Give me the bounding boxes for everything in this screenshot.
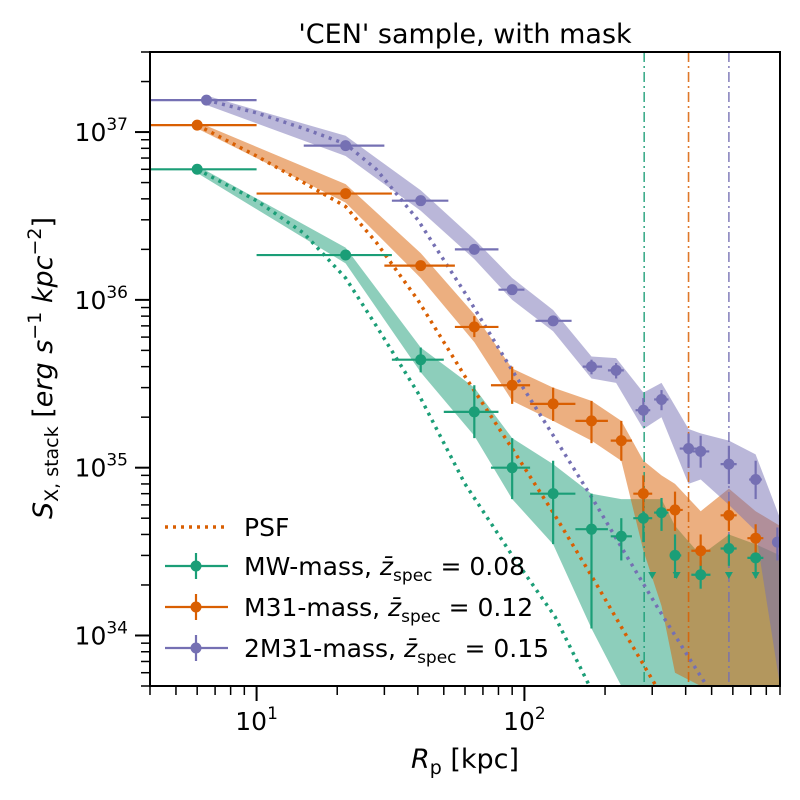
chart-title: 'CEN' sample, with mask: [298, 19, 632, 50]
mw-mass-upper-limit: [672, 572, 681, 579]
mw-mass-band: [197, 165, 780, 686]
m31-mass-point: [695, 545, 707, 557]
mw-mass-point: [468, 406, 480, 418]
legend-mw-mass-label: MW-mass, z̄spec = 0.08: [244, 552, 525, 586]
legend: PSF MW-mass, z̄spec = 0.08 M31-mass, z̄sp…: [165, 513, 549, 668]
2m31-mass-point: [468, 243, 480, 255]
mw-mass-point: [340, 249, 352, 261]
legend-entry-2m31-mass: 2M31-mass, z̄spec = 0.15: [165, 634, 549, 668]
y-tick-label: 1036: [75, 283, 128, 315]
x-axis-label: Rp [kpc]: [411, 744, 519, 779]
2m31-mass-point: [750, 474, 762, 486]
m31-mass-point: [585, 415, 597, 427]
2m31-mass-point: [683, 443, 695, 455]
mw-mass-point: [547, 488, 559, 500]
2m31-mass-point: [547, 315, 559, 327]
mw-mass-point: [415, 354, 427, 366]
legend-mw-mass-marker: [190, 560, 202, 572]
2m31-mass-point: [585, 361, 597, 373]
y-axis-label: SX, stack [erg s−1 kpc−2]: [24, 217, 63, 519]
legend-2m31-mass-marker: [190, 642, 202, 654]
m31-mass-point: [506, 379, 518, 391]
legend-m31-mass-marker: [190, 601, 202, 613]
y-tick-label: 1037: [75, 115, 128, 147]
legend-entry-mw-mass: MW-mass, z̄spec = 0.08: [165, 552, 525, 586]
mw-mass-point: [637, 512, 649, 524]
legend-entry-m31-mass: M31-mass, z̄spec = 0.12: [165, 593, 533, 627]
shaded-bands: [197, 95, 780, 686]
mw-mass-point: [723, 542, 735, 554]
x-axis-ticks: 101 102: [149, 686, 781, 736]
m31-mass-point: [637, 488, 649, 500]
m31-mass-psf-curve: [196, 123, 658, 686]
2m31-mass-point: [637, 404, 649, 416]
mw-mass-point: [506, 462, 518, 474]
mw-mass-point: [585, 523, 597, 535]
virial-radius-lines: [643, 52, 730, 686]
legend-m31-mass-label: M31-mass, z̄spec = 0.12: [244, 593, 533, 627]
2m31-mass-point: [656, 393, 668, 405]
x-tick-label: 102: [503, 704, 546, 736]
y-tick-label: 1035: [75, 451, 128, 483]
m31-mass-point: [723, 509, 735, 521]
m31-mass-point: [547, 398, 559, 410]
m31-mass-point: [468, 321, 480, 333]
2m31-mass-point: [340, 140, 352, 152]
2m31-mass-point: [723, 458, 735, 470]
m31-mass-point: [191, 119, 203, 131]
2m31-mass-point: [506, 284, 518, 296]
2m31-mass-point: [695, 445, 707, 457]
x-tick-label: 101: [235, 704, 278, 736]
2m31-mass-point: [415, 195, 427, 207]
legend-psf-label: PSF: [244, 513, 289, 542]
m31-mass-point: [340, 188, 352, 200]
2m31-mass-point: [610, 364, 622, 376]
mw-mass-point: [669, 549, 681, 561]
mw-mass-point: [695, 569, 707, 581]
mw-mass-point: [615, 530, 627, 542]
y-tick-label: 1034: [75, 618, 128, 650]
mw-mass-point: [656, 507, 668, 519]
2m31-mass-band: [206, 95, 780, 686]
legend-2m31-mass-label: 2M31-mass, z̄spec = 0.15: [244, 634, 549, 668]
mw-mass-upper-limit: [724, 572, 733, 579]
2m31-mass-point: [771, 536, 780, 548]
m31-mass-point: [415, 260, 427, 272]
mw-mass-upper-limit: [648, 572, 657, 579]
y-axis-ticks: 1034 1035 1036 1037: [75, 51, 150, 687]
data-points: [191, 94, 780, 581]
m31-mass-point: [615, 435, 627, 447]
m31-mass-point: [750, 532, 762, 544]
mw-mass-point: [750, 552, 762, 564]
m31-mass-point: [669, 504, 681, 516]
mw-mass-point: [191, 163, 203, 175]
m31-mass-band: [197, 121, 780, 686]
mw-mass-upper-limit: [751, 572, 760, 579]
2m31-mass-point: [200, 94, 212, 106]
